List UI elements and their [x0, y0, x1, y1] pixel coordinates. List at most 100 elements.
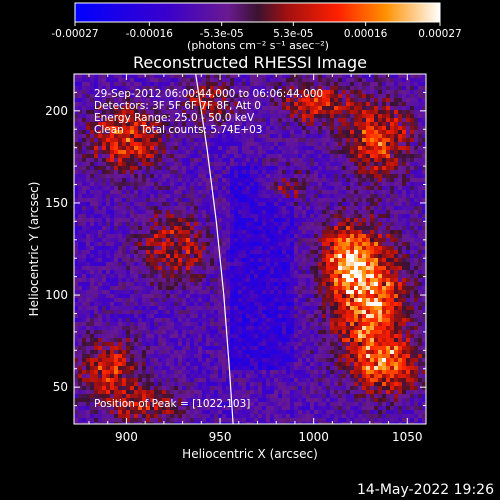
heatmap-cell — [106, 206, 111, 211]
heatmap-cell — [314, 86, 319, 91]
heatmap-cell — [194, 110, 199, 115]
heatmap-cell — [174, 170, 179, 175]
heatmap-cell — [326, 158, 331, 163]
heatmap-cell — [278, 158, 283, 163]
heatmap-cell — [82, 126, 87, 131]
heatmap-cell — [310, 174, 315, 179]
heatmap-cell — [258, 94, 263, 99]
heatmap-cell — [118, 198, 123, 203]
heatmap-cell — [142, 170, 147, 175]
heatmap-cell — [398, 166, 403, 171]
heatmap-cell — [402, 94, 407, 99]
heatmap-cell — [146, 234, 151, 239]
heatmap-cell — [198, 250, 203, 255]
heatmap-cell — [166, 114, 171, 119]
heatmap-cell — [354, 282, 359, 287]
heatmap-cell — [362, 246, 367, 251]
heatmap-cell — [274, 194, 279, 199]
heatmap-cell — [370, 278, 375, 283]
heatmap-cell — [414, 114, 419, 119]
heatmap-cell — [422, 278, 426, 283]
heatmap-cell — [286, 134, 291, 139]
heatmap-cell — [82, 214, 87, 219]
heatmap-cell — [122, 214, 127, 219]
heatmap-cell — [130, 166, 135, 171]
heatmap-cell — [74, 202, 79, 207]
heatmap-cell — [130, 218, 135, 223]
heatmap-cell — [278, 126, 283, 131]
heatmap-cell — [410, 286, 415, 291]
heatmap-cell — [238, 114, 243, 119]
heatmap-cell — [294, 106, 299, 111]
heatmap-cell — [406, 250, 411, 255]
heatmap-cell — [246, 234, 251, 239]
heatmap-cell — [398, 162, 403, 167]
heatmap-cell — [358, 222, 363, 227]
heatmap-cell — [90, 234, 95, 239]
heatmap-cell — [342, 78, 347, 83]
heatmap-cell — [222, 146, 227, 151]
heatmap-cell — [262, 78, 267, 83]
heatmap-cell — [266, 166, 271, 171]
heatmap-cell — [78, 126, 83, 131]
heatmap-cell — [102, 238, 107, 243]
heatmap-cell — [290, 194, 295, 199]
heatmap-cell — [214, 146, 219, 151]
heatmap-cell — [194, 106, 199, 111]
heatmap-cell — [310, 266, 315, 271]
heatmap-cell — [362, 282, 367, 287]
heatmap-cell — [286, 214, 291, 219]
heatmap-cell — [322, 294, 327, 299]
heatmap-cell — [174, 194, 179, 199]
heatmap-cell — [314, 286, 319, 291]
heatmap-cell — [210, 98, 215, 103]
heatmap-cell — [122, 162, 127, 167]
heatmap-cell — [194, 274, 199, 279]
heatmap-cell — [186, 278, 191, 283]
heatmap-cell — [82, 298, 87, 303]
heatmap-cell — [402, 278, 407, 283]
heatmap-cell — [394, 158, 399, 163]
heatmap-cell — [406, 222, 411, 227]
heatmap-cell — [382, 270, 387, 275]
heatmap-cell — [350, 274, 355, 279]
heatmap-cell — [338, 162, 343, 167]
heatmap-cell — [106, 178, 111, 183]
heatmap-cell — [238, 298, 243, 303]
heatmap-cell — [318, 178, 323, 183]
heatmap-cell — [154, 242, 159, 247]
heatmap-cell — [366, 90, 371, 95]
heatmap-cell — [322, 94, 327, 99]
heatmap-cell — [230, 262, 235, 267]
heatmap-cell — [386, 290, 391, 295]
heatmap-cell — [106, 218, 111, 223]
heatmap-cell — [182, 102, 187, 107]
heatmap-cell — [294, 74, 299, 79]
heatmap-cell — [246, 286, 251, 291]
heatmap-cell — [370, 186, 375, 191]
heatmap-cell — [162, 146, 167, 151]
heatmap-cell — [210, 110, 215, 115]
heatmap-cell — [406, 134, 411, 139]
heatmap-cell — [174, 286, 179, 291]
heatmap-cell — [238, 238, 243, 243]
heatmap-cell — [154, 218, 159, 223]
heatmap-cell — [166, 86, 171, 91]
heatmap-cell — [78, 82, 83, 87]
heatmap-cell — [350, 226, 355, 231]
heatmap-cell — [194, 178, 199, 183]
heatmap-cell — [418, 102, 423, 107]
heatmap-cell — [342, 226, 347, 231]
heatmap-cell — [306, 158, 311, 163]
heatmap-cell — [198, 166, 203, 171]
heatmap-cell — [374, 86, 379, 91]
heatmap-cell — [90, 90, 95, 95]
heatmap-cell — [146, 82, 151, 87]
heatmap-cell — [182, 82, 187, 87]
heatmap-cell — [394, 102, 399, 107]
heatmap-cell — [290, 90, 295, 95]
heatmap-cell — [246, 74, 251, 79]
heatmap-cell — [346, 186, 351, 191]
heatmap-cell — [274, 230, 279, 235]
heatmap-cell — [410, 270, 415, 275]
